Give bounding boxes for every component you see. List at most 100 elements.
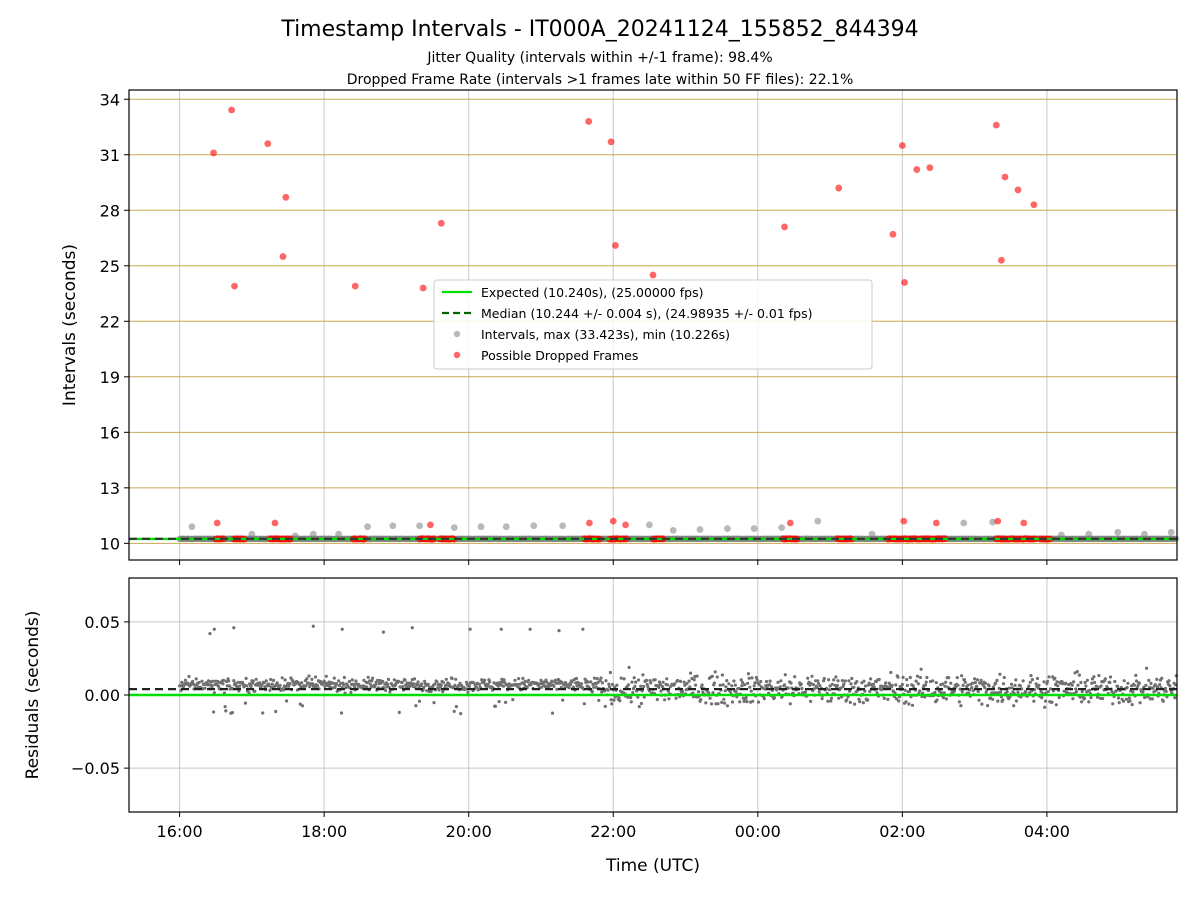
interval-outlier-point bbox=[868, 530, 876, 538]
residual-point bbox=[779, 679, 783, 683]
residual-point bbox=[1164, 689, 1168, 694]
residual-point bbox=[567, 686, 571, 690]
residual-point bbox=[1046, 679, 1050, 683]
residual-point bbox=[1080, 689, 1084, 694]
residual-point bbox=[665, 683, 670, 687]
residual-point bbox=[1074, 687, 1078, 691]
residual-point bbox=[384, 688, 388, 693]
residual-point bbox=[217, 684, 221, 689]
residual-point bbox=[306, 681, 310, 685]
residual-point bbox=[222, 678, 226, 683]
residual-spike-point bbox=[212, 627, 216, 631]
residual-point bbox=[352, 685, 357, 689]
residual-point bbox=[916, 682, 920, 686]
residual-point bbox=[1126, 681, 1130, 685]
residual-point bbox=[1039, 690, 1043, 694]
residual-point bbox=[191, 679, 195, 683]
residual-point bbox=[267, 684, 271, 688]
dropped-frame-point bbox=[786, 519, 794, 527]
residual-point bbox=[685, 682, 689, 686]
x-tick-label: 04:00 bbox=[1024, 822, 1070, 841]
residual-point bbox=[331, 681, 336, 685]
residual-point bbox=[313, 675, 318, 679]
residual-point bbox=[258, 681, 262, 685]
residual-point bbox=[646, 685, 650, 689]
residual-point bbox=[1158, 683, 1162, 687]
residual-point bbox=[224, 709, 228, 713]
residual-point bbox=[1151, 686, 1155, 690]
residual-point bbox=[285, 699, 289, 703]
residual-point bbox=[725, 679, 729, 683]
residual-point bbox=[1028, 680, 1032, 684]
legend: Expected (10.240s), (25.00000 fps) Media… bbox=[433, 279, 873, 370]
residual-point bbox=[751, 699, 755, 703]
residual-point bbox=[845, 698, 849, 702]
residual-point bbox=[610, 682, 615, 687]
residual-point bbox=[749, 689, 753, 693]
residual-point bbox=[730, 700, 735, 704]
dropped-frame-point bbox=[1030, 201, 1038, 209]
residual-point bbox=[746, 681, 750, 685]
residual-point bbox=[1143, 695, 1147, 699]
residual-spike-point bbox=[499, 627, 503, 631]
residual-point bbox=[975, 684, 979, 689]
residual-point bbox=[502, 678, 506, 682]
residual-point bbox=[1121, 699, 1126, 703]
residual-point bbox=[600, 681, 605, 685]
dropped-frame-point bbox=[1014, 186, 1022, 194]
residual-point bbox=[660, 684, 665, 689]
residual-point bbox=[1116, 684, 1120, 689]
residual-point bbox=[632, 676, 636, 680]
residual-point bbox=[984, 690, 988, 695]
residuals-panel: 16:00 18:00 20:00 22:00 00:00 02:00 04:00 0.05 0… bbox=[23, 577, 1178, 876]
residual-point bbox=[855, 680, 859, 684]
residual-point bbox=[763, 687, 767, 691]
residual-point bbox=[221, 682, 225, 686]
residual-point bbox=[699, 698, 703, 702]
residual-point bbox=[1163, 686, 1167, 691]
residual-point bbox=[700, 683, 704, 687]
residual-point bbox=[300, 681, 304, 685]
residual-point bbox=[707, 691, 711, 695]
residual-point bbox=[952, 689, 957, 693]
residual-point bbox=[723, 701, 727, 705]
residual-point bbox=[1043, 705, 1047, 709]
residual-point bbox=[1089, 696, 1093, 700]
intervals-ticks: 10 13 16 19 22 25 28 31 34 bbox=[100, 90, 1048, 565]
residual-point bbox=[1013, 683, 1017, 688]
residual-point bbox=[895, 697, 899, 701]
residual-point bbox=[1142, 685, 1146, 689]
residual-point bbox=[799, 682, 803, 686]
residual-point bbox=[979, 678, 983, 682]
residual-point bbox=[910, 703, 915, 707]
residual-point bbox=[956, 683, 960, 687]
residual-point bbox=[713, 670, 717, 674]
dropped-frame-point bbox=[997, 256, 1005, 264]
residual-point bbox=[840, 679, 845, 683]
residual-point bbox=[403, 678, 407, 682]
residual-point bbox=[282, 688, 286, 692]
intervals-panel: 10 13 16 19 22 25 28 31 34 Intervals (seconds) E… bbox=[60, 89, 1180, 565]
residual-point bbox=[354, 679, 358, 683]
residual-point bbox=[553, 678, 558, 682]
residual-point bbox=[918, 689, 922, 693]
residual-point bbox=[667, 697, 671, 701]
residual-point bbox=[746, 672, 751, 676]
subtitle-dropped: Dropped Frame Rate (intervals >1 frames … bbox=[347, 72, 854, 88]
residual-point bbox=[1083, 680, 1087, 685]
residual-point bbox=[574, 676, 579, 681]
residual-point bbox=[1054, 703, 1058, 707]
legend-expected-label: Expected (10.240s), (25.00000 fps) bbox=[481, 285, 703, 300]
residual-point bbox=[970, 686, 974, 690]
residual-point bbox=[740, 684, 744, 688]
residuals-y-tick-label: 0.00 bbox=[84, 686, 120, 705]
residual-point bbox=[1160, 676, 1164, 680]
residual-point bbox=[337, 679, 341, 683]
chart-title: Timestamp Intervals - IT000A_20241124_15… bbox=[280, 17, 918, 42]
residuals-ticks: 16:00 18:00 20:00 22:00 00:00 02:00 04:00 0.05 0… bbox=[71, 613, 1070, 841]
residual-point bbox=[752, 684, 756, 688]
residual-point bbox=[897, 699, 901, 703]
residual-point bbox=[1030, 678, 1034, 682]
dropped-frame-point bbox=[781, 223, 788, 231]
residual-point bbox=[365, 681, 370, 685]
